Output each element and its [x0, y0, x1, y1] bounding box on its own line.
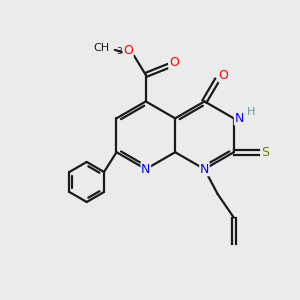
- Text: 3: 3: [116, 47, 122, 56]
- Text: CH: CH: [93, 44, 109, 53]
- Text: O: O: [123, 44, 133, 57]
- Text: H: H: [247, 107, 256, 118]
- Text: S: S: [261, 146, 269, 159]
- Text: N: N: [234, 112, 244, 125]
- Text: N: N: [141, 163, 151, 176]
- Text: O: O: [169, 56, 179, 69]
- Text: N: N: [200, 163, 209, 176]
- Text: O: O: [219, 69, 229, 82]
